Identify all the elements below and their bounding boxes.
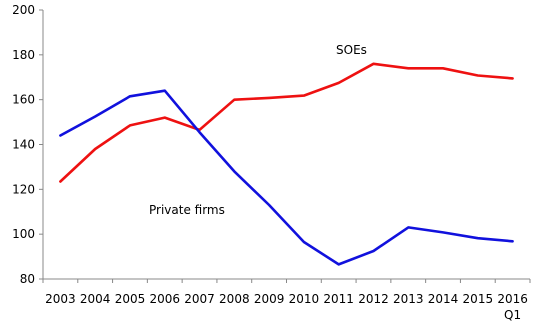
series-label-private-firms: Private firms — [149, 203, 225, 217]
y-tick-label: 180 — [12, 48, 35, 62]
y-tick-label: 100 — [12, 227, 35, 241]
x-tick-label: 2008 — [219, 292, 250, 306]
x-tick-label: 2003 — [45, 292, 76, 306]
y-tick-label: 80 — [20, 272, 35, 286]
x-axis-tick-labels: 2003 2004 2005 2006 2007 2008 2009 2010 2011 2012… — [45, 292, 528, 322]
series-lines — [59, 62, 514, 266]
series-line-private-firms — [59, 89, 514, 266]
series-label-soes: SOEs — [336, 43, 367, 57]
x-tick-label: 2010 — [289, 292, 320, 306]
chart-axes — [39, 9, 531, 283]
series-line-soes — [59, 62, 514, 183]
y-axis-tick-labels: 80 100 120 140 160 180 200 — [12, 3, 35, 286]
x-tick-label: 2015 — [463, 292, 494, 306]
x-tick-label: 2014 — [428, 292, 459, 306]
x-tick-label: 2006 — [149, 292, 180, 306]
x-tick-label: 2004 — [80, 292, 111, 306]
x-tick-label: 2005 — [115, 292, 146, 306]
y-tick-label: 160 — [12, 93, 35, 107]
y-tick-label: 120 — [12, 182, 35, 196]
x-tick-label: 2009 — [254, 292, 285, 306]
x-tick-label: 2016 — [497, 292, 528, 306]
x-tick-label: 2007 — [184, 292, 215, 306]
x-tick-sublabel: Q1 — [504, 308, 521, 322]
x-tick-label: 2013 — [393, 292, 424, 306]
y-tick-label: 140 — [12, 138, 35, 152]
y-tick-label: 200 — [12, 3, 35, 17]
x-tick-label: 2012 — [358, 292, 389, 306]
x-tick-label: 2011 — [323, 292, 354, 306]
